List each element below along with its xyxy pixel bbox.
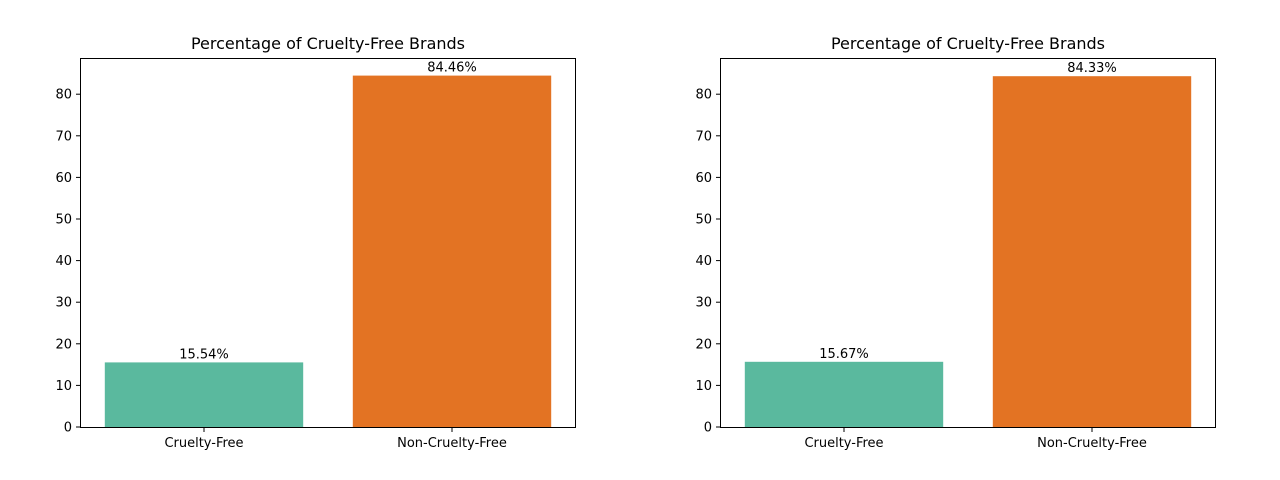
data-label-cruelty-free-right: 15.67% [819, 347, 869, 362]
bar-cruelty-free-left [104, 362, 304, 427]
chart-title-right: Percentage of Cruelty-Free Brands [831, 34, 1105, 53]
bar-non-cruelty-free-left [352, 75, 552, 427]
x-tick-label-cruelty-free-left: Cruelty-Free [164, 436, 243, 451]
y-tick-label-0-left: 0 [64, 421, 72, 436]
bar-non-cruelty-free-right [992, 76, 1192, 427]
y-tick-label-80-right: 80 [695, 88, 712, 103]
y-tick-label-80-left: 80 [55, 88, 72, 103]
y-tick-label-20-left: 20 [55, 337, 72, 352]
x-tick-label-non-cruelty-free-left: Non-Cruelty-Free [397, 436, 507, 451]
y-tick-label-20-right: 20 [695, 337, 712, 352]
y-axis-right: 0 10 20 30 40 50 60 70 80 [695, 88, 720, 436]
x-axis-right: Cruelty-Free Non-Cruelty-Free [804, 428, 1147, 451]
y-tick-label-10-left: 10 [55, 379, 72, 394]
bars-left [104, 75, 552, 427]
y-tick-label-60-right: 60 [695, 171, 712, 186]
y-tick-label-40-left: 40 [55, 254, 72, 269]
bar-cruelty-free-right [744, 361, 944, 427]
y-tick-label-70-left: 70 [55, 129, 72, 144]
y-tick-label-60-left: 60 [55, 171, 72, 186]
y-tick-label-70-right: 70 [695, 129, 712, 144]
x-tick-label-cruelty-free-right: Cruelty-Free [804, 436, 883, 451]
y-tick-label-10-right: 10 [695, 379, 712, 394]
plot-frame-right [720, 58, 1216, 428]
data-labels-right: 15.67% 84.33% [819, 61, 1117, 362]
x-axis-left: Cruelty-Free Non-Cruelty-Free [164, 428, 507, 451]
y-tick-label-50-right: 50 [695, 213, 712, 228]
y-axis-left: 0 10 20 30 40 50 60 70 80 [55, 88, 80, 436]
chart-left: Percentage of Cruelty-Free Brands 0 10 20 3… [55, 34, 576, 451]
chart-title-left: Percentage of Cruelty-Free Brands [191, 34, 465, 53]
y-tick-label-0-right: 0 [704, 421, 712, 436]
data-label-non-cruelty-free-right: 84.33% [1067, 61, 1117, 76]
y-tick-label-30-right: 30 [695, 296, 712, 311]
data-label-cruelty-free-left: 15.54% [179, 347, 229, 362]
data-label-non-cruelty-free-left: 84.46% [427, 61, 477, 76]
bars-right [744, 76, 1192, 427]
y-tick-label-50-left: 50 [55, 213, 72, 228]
x-tick-label-non-cruelty-free-right: Non-Cruelty-Free [1037, 436, 1147, 451]
plot-frame-left [80, 58, 576, 428]
data-labels-left: 15.54% 84.46% [179, 61, 477, 363]
y-tick-label-30-left: 30 [55, 296, 72, 311]
chart-right: Percentage of Cruelty-Free Brands 0 10 20 3… [695, 34, 1216, 451]
y-tick-label-40-right: 40 [695, 254, 712, 269]
